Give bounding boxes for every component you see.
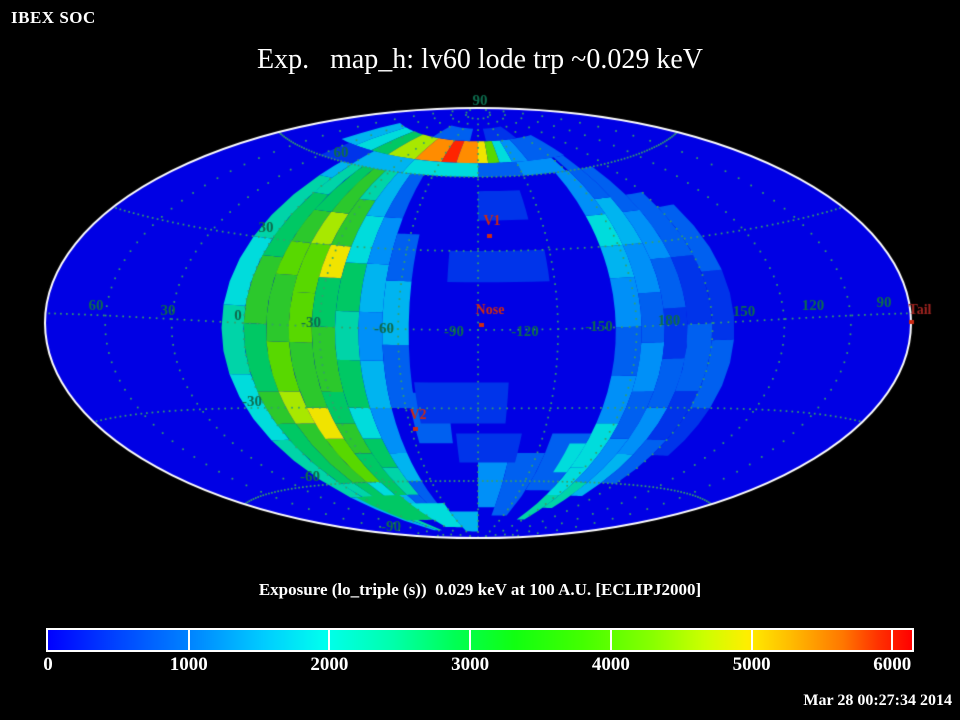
ibex-soc-brand: IBEX SOC — [11, 8, 96, 27]
colorbar-tick — [609, 630, 612, 650]
colorbar-gradient — [46, 628, 914, 652]
colorbar-tick — [750, 630, 753, 650]
colorbar-tick-label: 1000 — [169, 654, 208, 675]
colorbar-tick-label: 3000 — [451, 654, 490, 675]
colorbar-caption: Exposure (lo_triple (s)) 0.029 keV at 10… — [258, 580, 702, 599]
colorbar-tick — [469, 630, 472, 650]
colorbar-tick-label: 4000 — [591, 654, 630, 675]
colorbar-tick — [328, 630, 331, 650]
colorbar-tick-labels: 0 1000 2000 3000 4000 5000 6000 — [0, 654, 960, 678]
colorbar-tick — [891, 630, 894, 650]
colorbar-tick-label: 0 — [43, 654, 53, 675]
colorbar-tick-label: 5000 — [732, 654, 771, 675]
render-timestamp: Mar 28 00:27:34 2014 — [803, 692, 952, 709]
page-title: Exp. map_h: lv60 lode trp ~0.029 keV — [257, 44, 703, 75]
colorbar-tick-label: 2000 — [310, 654, 349, 675]
colorbar-tick-label: 6000 — [873, 654, 912, 675]
colorbar-tick — [187, 630, 190, 650]
